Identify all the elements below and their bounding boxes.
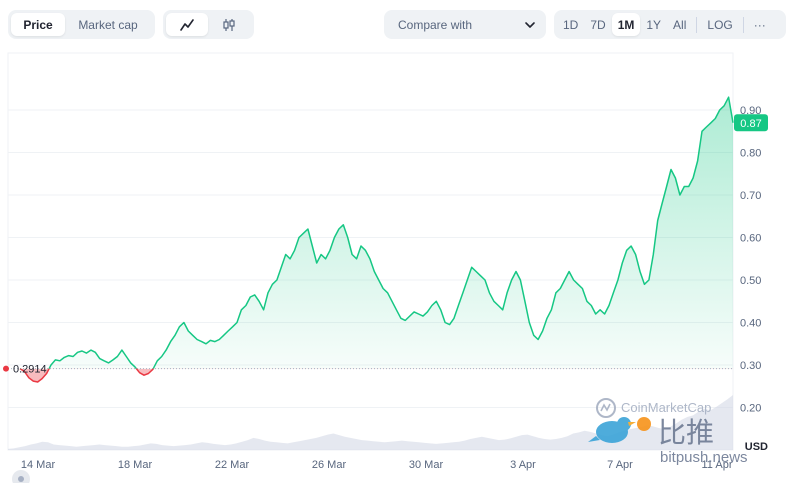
bitpush-bird-logo	[588, 417, 651, 443]
chart-type-toggle: Price Market cap	[8, 10, 155, 39]
range-1d-button[interactable]: 1D	[563, 17, 579, 32]
more-options-button[interactable]: ···	[753, 17, 766, 32]
x-tick-label: 11 Apr	[702, 459, 733, 471]
coinmarketcap-logo	[596, 398, 616, 418]
x-tick-label: 14 Mar	[21, 459, 56, 471]
y-tick-label: 0.30	[740, 360, 761, 372]
up-area	[49, 97, 733, 369]
bitpush-cn-watermark: 比推	[658, 417, 714, 448]
open-price-marker: 0.2914	[3, 364, 47, 376]
compare-with-label: Compare with	[398, 17, 473, 32]
y-tick-label: 0.70	[740, 190, 761, 202]
range-1y-button[interactable]: 1Y	[646, 17, 662, 32]
divider	[696, 16, 698, 33]
tradingview-badge	[12, 470, 30, 483]
x-tick-label: 7 Apr	[607, 459, 633, 471]
current-price-label: 0.87	[740, 118, 761, 130]
price-tab[interactable]: Price	[11, 13, 65, 36]
watermark: CoinMarketCap 比推 bitpush.news	[588, 398, 748, 466]
time-range-selector: 1D 7D 1M 1Y All LOG ···	[554, 10, 786, 39]
open-price-label: 0.2914	[13, 364, 47, 376]
bitpush-site-watermark: bitpush.news	[660, 449, 748, 466]
chart-style-toggle	[163, 10, 254, 39]
price-series	[8, 96, 734, 383]
y-tick-label: 0.50	[740, 275, 761, 287]
candlestick-chart-button[interactable]	[208, 13, 250, 36]
y-tick-label: 0.20	[740, 403, 761, 415]
divider	[742, 16, 744, 33]
x-tick-label: 18 Mar	[118, 459, 153, 471]
candlestick-icon	[223, 18, 235, 31]
chart-grid	[7, 52, 734, 451]
chart-toolbar: Price Market cap Compare with 1D 7D 1M 1…	[0, 0, 786, 50]
compare-with-dropdown[interactable]: Compare with	[384, 10, 546, 39]
current-price-badge: 0.87	[734, 114, 768, 132]
log-scale-button[interactable]: LOG	[707, 17, 733, 32]
y-tick-label: 0.80	[740, 148, 761, 160]
currency-label: USD	[745, 441, 768, 453]
x-tick-label: 30 Mar	[409, 459, 444, 471]
price-line-up	[20, 96, 734, 369]
y-tick-label: 0.90	[740, 105, 761, 117]
y-tick-label: 0.40	[740, 318, 761, 330]
y-tick-label: 0.60	[740, 233, 761, 245]
market-cap-tab[interactable]: Market cap	[78, 17, 138, 32]
y-axis: 0.20 0.30 0.40 0.50 0.60 0.70 0.80 0.90	[740, 105, 761, 415]
x-tick-label: 22 Mar	[215, 459, 250, 471]
plot-frame	[7, 52, 734, 451]
coinmarketcap-watermark: CoinMarketCap	[621, 400, 711, 415]
line-chart-icon	[180, 18, 194, 31]
price-chart[interactable]: 0.200.300.400.500.600.700.800.90 14 Mar 1…	[0, 50, 786, 483]
x-axis: 14 Mar 18 Mar 22 Mar 26 Mar 30 Mar 3 Apr 7 Apr…	[21, 459, 733, 471]
x-tick-label: 3 Apr	[510, 459, 536, 471]
range-all-button[interactable]: All	[673, 17, 687, 32]
range-7d-button[interactable]: 7D	[590, 17, 606, 32]
x-tick-label: 26 Mar	[312, 459, 347, 471]
price-line-down	[19, 368, 155, 383]
volume-shape	[8, 395, 733, 450]
chevron-down-icon	[525, 21, 535, 28]
range-1m-button[interactable]: 1M	[611, 13, 641, 36]
volume-area	[8, 395, 733, 450]
line-chart-button[interactable]	[166, 13, 208, 36]
